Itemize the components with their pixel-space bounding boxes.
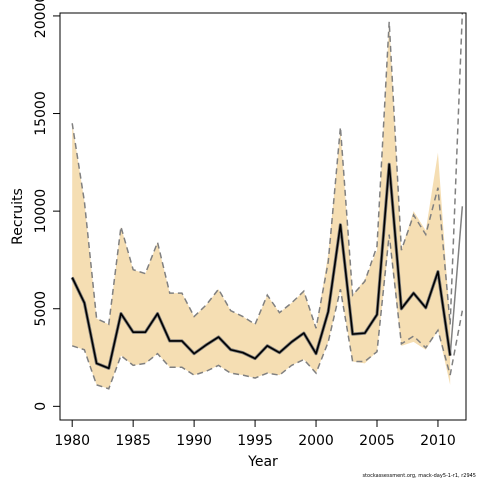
- confidence-band-layer: [72, 21, 451, 389]
- x-tick-label: 1985: [115, 433, 151, 449]
- y-tick-label: 20000: [33, 0, 49, 38]
- y-tick-label: 10000: [33, 189, 49, 234]
- median-line-layer: [70, 162, 452, 370]
- y-axis: 0 5000 10000 15000 20000: [33, 0, 60, 411]
- source-footnote: stockassessment.org, mack-day5-1-r1, r29…: [362, 473, 476, 479]
- lower-bound-line: [71, 234, 451, 390]
- y-tick-label: 15000: [33, 91, 49, 136]
- x-axis: 1980 1985 1990 1995 2000 2005 2010: [54, 420, 456, 449]
- confidence-band: [72, 21, 451, 389]
- y-tick-label: 5000: [33, 291, 49, 327]
- x-tick-label: 2010: [420, 433, 456, 449]
- x-axis-title: Year: [247, 454, 278, 470]
- median-line: [71, 163, 451, 370]
- y-axis-title: Recruits: [10, 188, 26, 245]
- upper-bound-extension: [449, 13, 464, 325]
- x-tick-label: 1990: [176, 433, 212, 449]
- upper-bound-line: [71, 21, 451, 329]
- lower-bound-extension: [449, 310, 464, 376]
- median-extension: [449, 206, 464, 356]
- x-tick-label: 1980: [54, 433, 90, 449]
- confidence-bound-lines: [71, 13, 464, 390]
- x-tick-label: 2005: [359, 433, 395, 449]
- plot-frame: [59, 12, 467, 421]
- y-tick-label: 0: [33, 402, 49, 411]
- x-tick-label: 2000: [298, 433, 334, 449]
- x-tick-label: 1995: [237, 433, 273, 449]
